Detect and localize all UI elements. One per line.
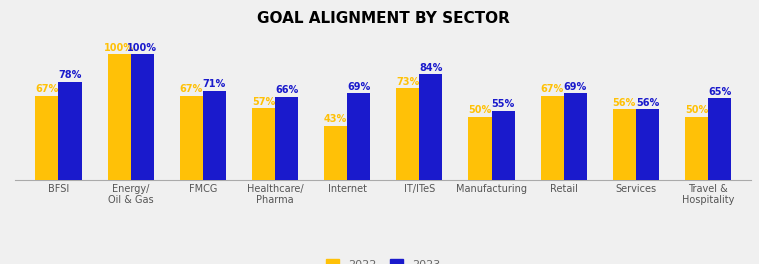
Text: 43%: 43%: [324, 114, 348, 124]
Text: 100%: 100%: [104, 43, 134, 53]
Text: 69%: 69%: [347, 82, 370, 92]
Text: 56%: 56%: [613, 98, 636, 108]
Title: GOAL ALIGNMENT BY SECTOR: GOAL ALIGNMENT BY SECTOR: [257, 11, 510, 26]
Text: 56%: 56%: [636, 98, 659, 108]
Bar: [275, 97, 298, 180]
Text: 50%: 50%: [468, 105, 492, 115]
Bar: [468, 117, 492, 180]
Text: 50%: 50%: [685, 105, 708, 115]
Bar: [396, 88, 420, 180]
Text: 67%: 67%: [36, 84, 58, 94]
Bar: [36, 96, 58, 180]
Legend: 2022, 2023: 2022, 2023: [322, 255, 445, 264]
Text: 65%: 65%: [708, 87, 731, 97]
Text: 84%: 84%: [419, 63, 442, 73]
Bar: [685, 117, 708, 180]
Bar: [347, 93, 370, 180]
Text: 71%: 71%: [203, 79, 226, 89]
Text: 73%: 73%: [396, 77, 420, 87]
Bar: [180, 96, 203, 180]
Bar: [708, 98, 731, 180]
Text: 66%: 66%: [275, 85, 298, 95]
Text: 67%: 67%: [540, 84, 564, 94]
Text: 100%: 100%: [128, 43, 157, 53]
Bar: [613, 109, 636, 180]
Bar: [58, 82, 81, 180]
Text: 57%: 57%: [252, 97, 275, 107]
Bar: [636, 109, 659, 180]
Bar: [203, 91, 226, 180]
Bar: [420, 74, 442, 180]
Bar: [131, 54, 154, 180]
Text: 67%: 67%: [180, 84, 203, 94]
Text: 55%: 55%: [492, 99, 515, 109]
Bar: [252, 108, 275, 180]
Bar: [540, 96, 564, 180]
Bar: [492, 111, 515, 180]
Bar: [564, 93, 587, 180]
Bar: [324, 126, 347, 180]
Text: 78%: 78%: [58, 70, 82, 80]
Text: 69%: 69%: [564, 82, 587, 92]
Bar: [108, 54, 131, 180]
